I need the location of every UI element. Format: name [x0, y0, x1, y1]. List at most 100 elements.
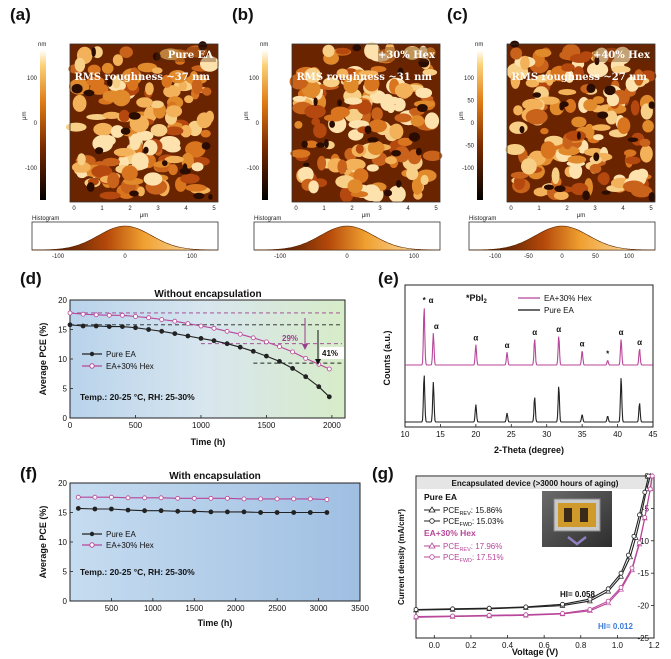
afm-grain — [87, 64, 101, 76]
afm-grain — [606, 93, 620, 107]
afm-pore — [301, 140, 308, 148]
peak-marker: * — [606, 349, 610, 358]
data-point — [67, 322, 73, 328]
afm-grain — [385, 156, 397, 165]
afm-grain — [145, 82, 154, 96]
afm-pore — [559, 102, 565, 111]
afm-grain — [366, 164, 379, 172]
x-tick-label: 1500 — [258, 421, 276, 430]
afm-grain — [583, 99, 598, 112]
rms-label-c: RMS roughness ~27 nm — [511, 72, 647, 83]
afm-grain — [569, 163, 583, 179]
color-scale-bar-b — [262, 50, 268, 200]
afm-grain — [371, 107, 383, 121]
scale-tick-b: 0 — [256, 121, 260, 127]
plot-e-frame — [404, 284, 654, 428]
data-point — [80, 323, 86, 329]
x-tick-label: 0.8 — [575, 641, 587, 650]
afm-grain — [357, 99, 373, 115]
histogram-tick-c: 100 — [624, 254, 635, 260]
data-point — [631, 533, 637, 539]
afm-grain — [561, 63, 575, 72]
afm-xtick-a: 4 — [184, 206, 188, 212]
plot-e-xlabel: 2-Theta (degree) — [494, 445, 564, 455]
plot-g-xlabel: Voltage (V) — [512, 647, 558, 657]
afm-grain — [136, 186, 145, 197]
legend-label-pure: Pure EA — [106, 350, 136, 359]
data-point — [637, 512, 642, 518]
x-tick-label: 25 — [507, 430, 516, 439]
afm-grain — [191, 77, 203, 95]
afm-grain — [322, 44, 335, 58]
data-point — [303, 374, 309, 380]
afm-grain — [180, 173, 200, 184]
afm-pore — [198, 41, 208, 51]
afm-grain — [164, 155, 184, 164]
y-tick-label: 0 — [63, 597, 68, 606]
histogram-c — [468, 225, 656, 251]
afm-image-frame-a — [69, 43, 219, 203]
afm-grain — [397, 137, 413, 147]
legend-marker-pure — [89, 351, 95, 357]
panel-label-f: (f) — [20, 464, 37, 483]
histogram-title-c: Histogram — [469, 216, 496, 222]
data-point — [120, 324, 125, 330]
data-point — [106, 312, 112, 318]
plot-d-conditions: Temp.: 20-25 °C, RH: 25-30% — [80, 392, 195, 402]
afm-grain — [565, 130, 586, 142]
data-point — [450, 613, 456, 619]
afm-pore — [576, 131, 581, 140]
afm-grain — [569, 53, 591, 63]
data-point — [133, 325, 138, 331]
afm-grain — [292, 95, 306, 102]
data-point — [120, 312, 125, 318]
data-point — [159, 317, 165, 322]
scale-tick-c: 100 — [464, 76, 475, 82]
afm-pore — [601, 190, 611, 195]
afm-xtick-a: 2 — [128, 206, 132, 212]
legend-label-e-hex: EA+30% Hex — [544, 294, 592, 303]
afm-pore — [313, 97, 318, 106]
afm-grain — [344, 97, 363, 105]
legend-pbi2: *PbI2 — [466, 293, 488, 305]
afm-pore — [162, 160, 168, 167]
histogram-tick-a: 100 — [187, 254, 198, 260]
afm-grain — [91, 165, 113, 178]
afm-xtick-c: 2 — [565, 206, 569, 212]
data-point — [172, 318, 178, 324]
color-scale-bar-a — [40, 50, 46, 200]
plot-d-title: Without encapsulation — [154, 289, 261, 300]
plot-f-xlabel: Time (h) — [198, 618, 233, 628]
data-point — [263, 339, 269, 345]
data-point — [93, 323, 99, 329]
scale-tick-c: -50 — [465, 144, 474, 150]
legend-g-pure-fwd: PCEFWD: 15.03% — [443, 517, 504, 528]
afm-xtick-b: 3 — [378, 206, 382, 212]
data-point — [649, 473, 655, 479]
afm-grain — [540, 127, 549, 135]
legend-g-pure-fwd-marker — [429, 518, 435, 524]
data-point — [486, 605, 492, 611]
afm-grain — [611, 65, 631, 74]
afm-grain — [168, 70, 187, 84]
afm-grain — [337, 159, 348, 175]
afm-pore — [594, 56, 600, 66]
legend-label-hex: EA+30% Hex — [106, 362, 154, 371]
afm-grain — [178, 80, 187, 91]
data-point — [93, 312, 99, 318]
y-tick-label: 10 — [58, 538, 67, 547]
y-tick-label: 15 — [58, 509, 67, 518]
afm-grain — [422, 69, 438, 76]
device-electrode — [558, 503, 596, 527]
data-point — [274, 496, 280, 502]
afm-grain — [119, 46, 133, 58]
afm-grain — [201, 88, 211, 95]
data-point — [125, 495, 131, 501]
plot-d-xlabel: Time (h) — [191, 437, 226, 447]
data-point — [224, 509, 230, 515]
afm-grain — [112, 54, 123, 66]
afm-grain — [143, 172, 163, 186]
afm-grain — [418, 45, 428, 59]
afm-xtick-c: 1 — [537, 206, 541, 212]
